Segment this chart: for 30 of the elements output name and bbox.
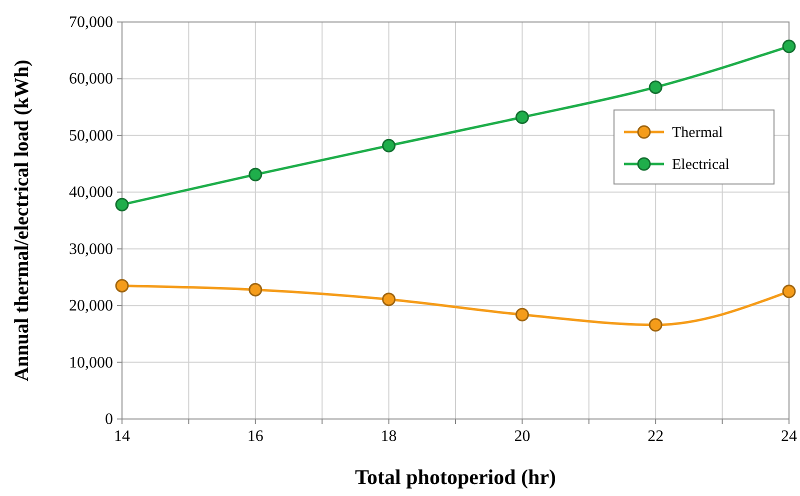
point (515, 110, 529, 124)
x-tick-label: 14 (114, 428, 130, 445)
point (115, 198, 129, 212)
point (782, 284, 796, 298)
y-tick-label: 20,000 (69, 298, 113, 315)
point (648, 318, 662, 332)
point (248, 168, 262, 182)
x-tick-label: 18 (380, 428, 397, 445)
legend-label: Electrical (672, 157, 730, 173)
point (248, 282, 262, 296)
y-tick-label: 10,000 (69, 354, 113, 372)
y-tick-label: 70,000 (69, 14, 113, 31)
point (115, 278, 129, 292)
point (648, 80, 662, 94)
point (382, 138, 396, 152)
x-tick-label: 20 (514, 428, 530, 445)
x-tick-label: 24 (781, 428, 797, 445)
y-tick-label: 40,000 (69, 184, 113, 202)
point (782, 40, 796, 54)
y-tick-label: 50,000 (69, 127, 113, 144)
x-axis-title: Total photoperiod (hr) (354, 465, 556, 489)
point (382, 292, 396, 306)
y-tick-label: 0 (105, 411, 113, 428)
x-tick-label: 16 (247, 428, 264, 445)
y-tick-label: 60,000 (69, 70, 113, 88)
x-tick-label: 22 (648, 428, 664, 445)
y-tick-label: 30,000 (69, 240, 113, 258)
legend-label: Thermal (672, 125, 723, 141)
point (515, 308, 529, 322)
y-axis-title: Annual thermal/electrical load (kWh) (11, 60, 33, 382)
